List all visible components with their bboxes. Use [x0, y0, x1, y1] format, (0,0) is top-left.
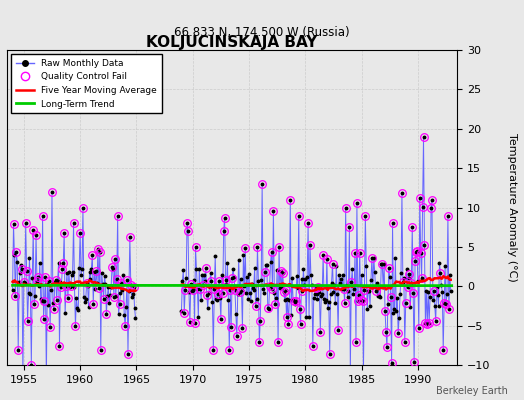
- Y-axis label: Temperature Anomaly (°C): Temperature Anomaly (°C): [507, 133, 517, 282]
- Legend: Raw Monthly Data, Quality Control Fail, Five Year Moving Average, Long-Term Tren: Raw Monthly Data, Quality Control Fail, …: [12, 54, 161, 113]
- Text: 66.833 N, 174.500 W (Russia): 66.833 N, 174.500 W (Russia): [174, 26, 350, 39]
- Text: Berkeley Earth: Berkeley Earth: [436, 386, 508, 396]
- Title: KOLJUCINSKAJA BAY: KOLJUCINSKAJA BAY: [146, 35, 318, 50]
